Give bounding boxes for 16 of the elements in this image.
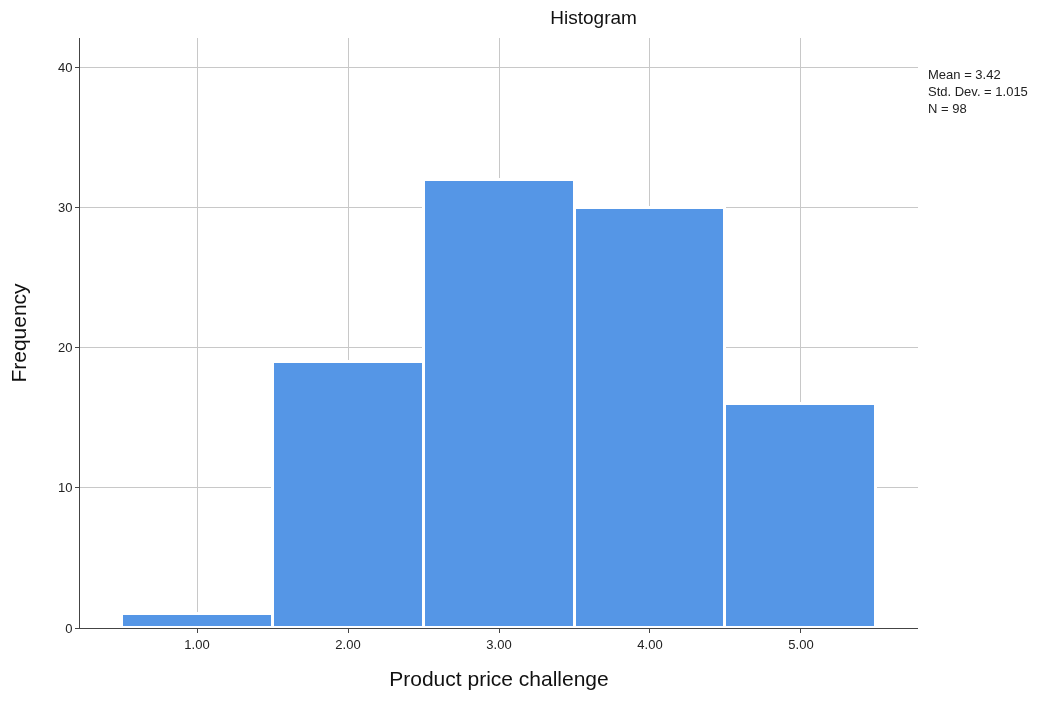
y-axis-title: Frequency	[7, 282, 31, 383]
x-tick-label: 2.00	[335, 636, 361, 652]
y-tick-label: 40	[57, 59, 73, 75]
y-tick-label: 30	[57, 200, 73, 216]
x-tick-label: 3.00	[486, 636, 512, 652]
y-tick-label: 10	[57, 480, 73, 496]
text: Mean = 3.42	[928, 67, 1001, 82]
text: N = 98	[928, 100, 967, 116]
text: Std. Dev. = 1.015	[928, 83, 1028, 99]
y-tick-label: 0	[65, 620, 73, 636]
x-tick-label: 1.00	[184, 636, 210, 652]
x-tick-label: 4.00	[637, 636, 663, 652]
chart-title: Histogram	[550, 6, 637, 28]
y-tick-label: 20	[57, 340, 73, 356]
x-tick-label: 5.00	[788, 636, 814, 652]
x-axis-title: Product price challenge	[389, 666, 609, 690]
